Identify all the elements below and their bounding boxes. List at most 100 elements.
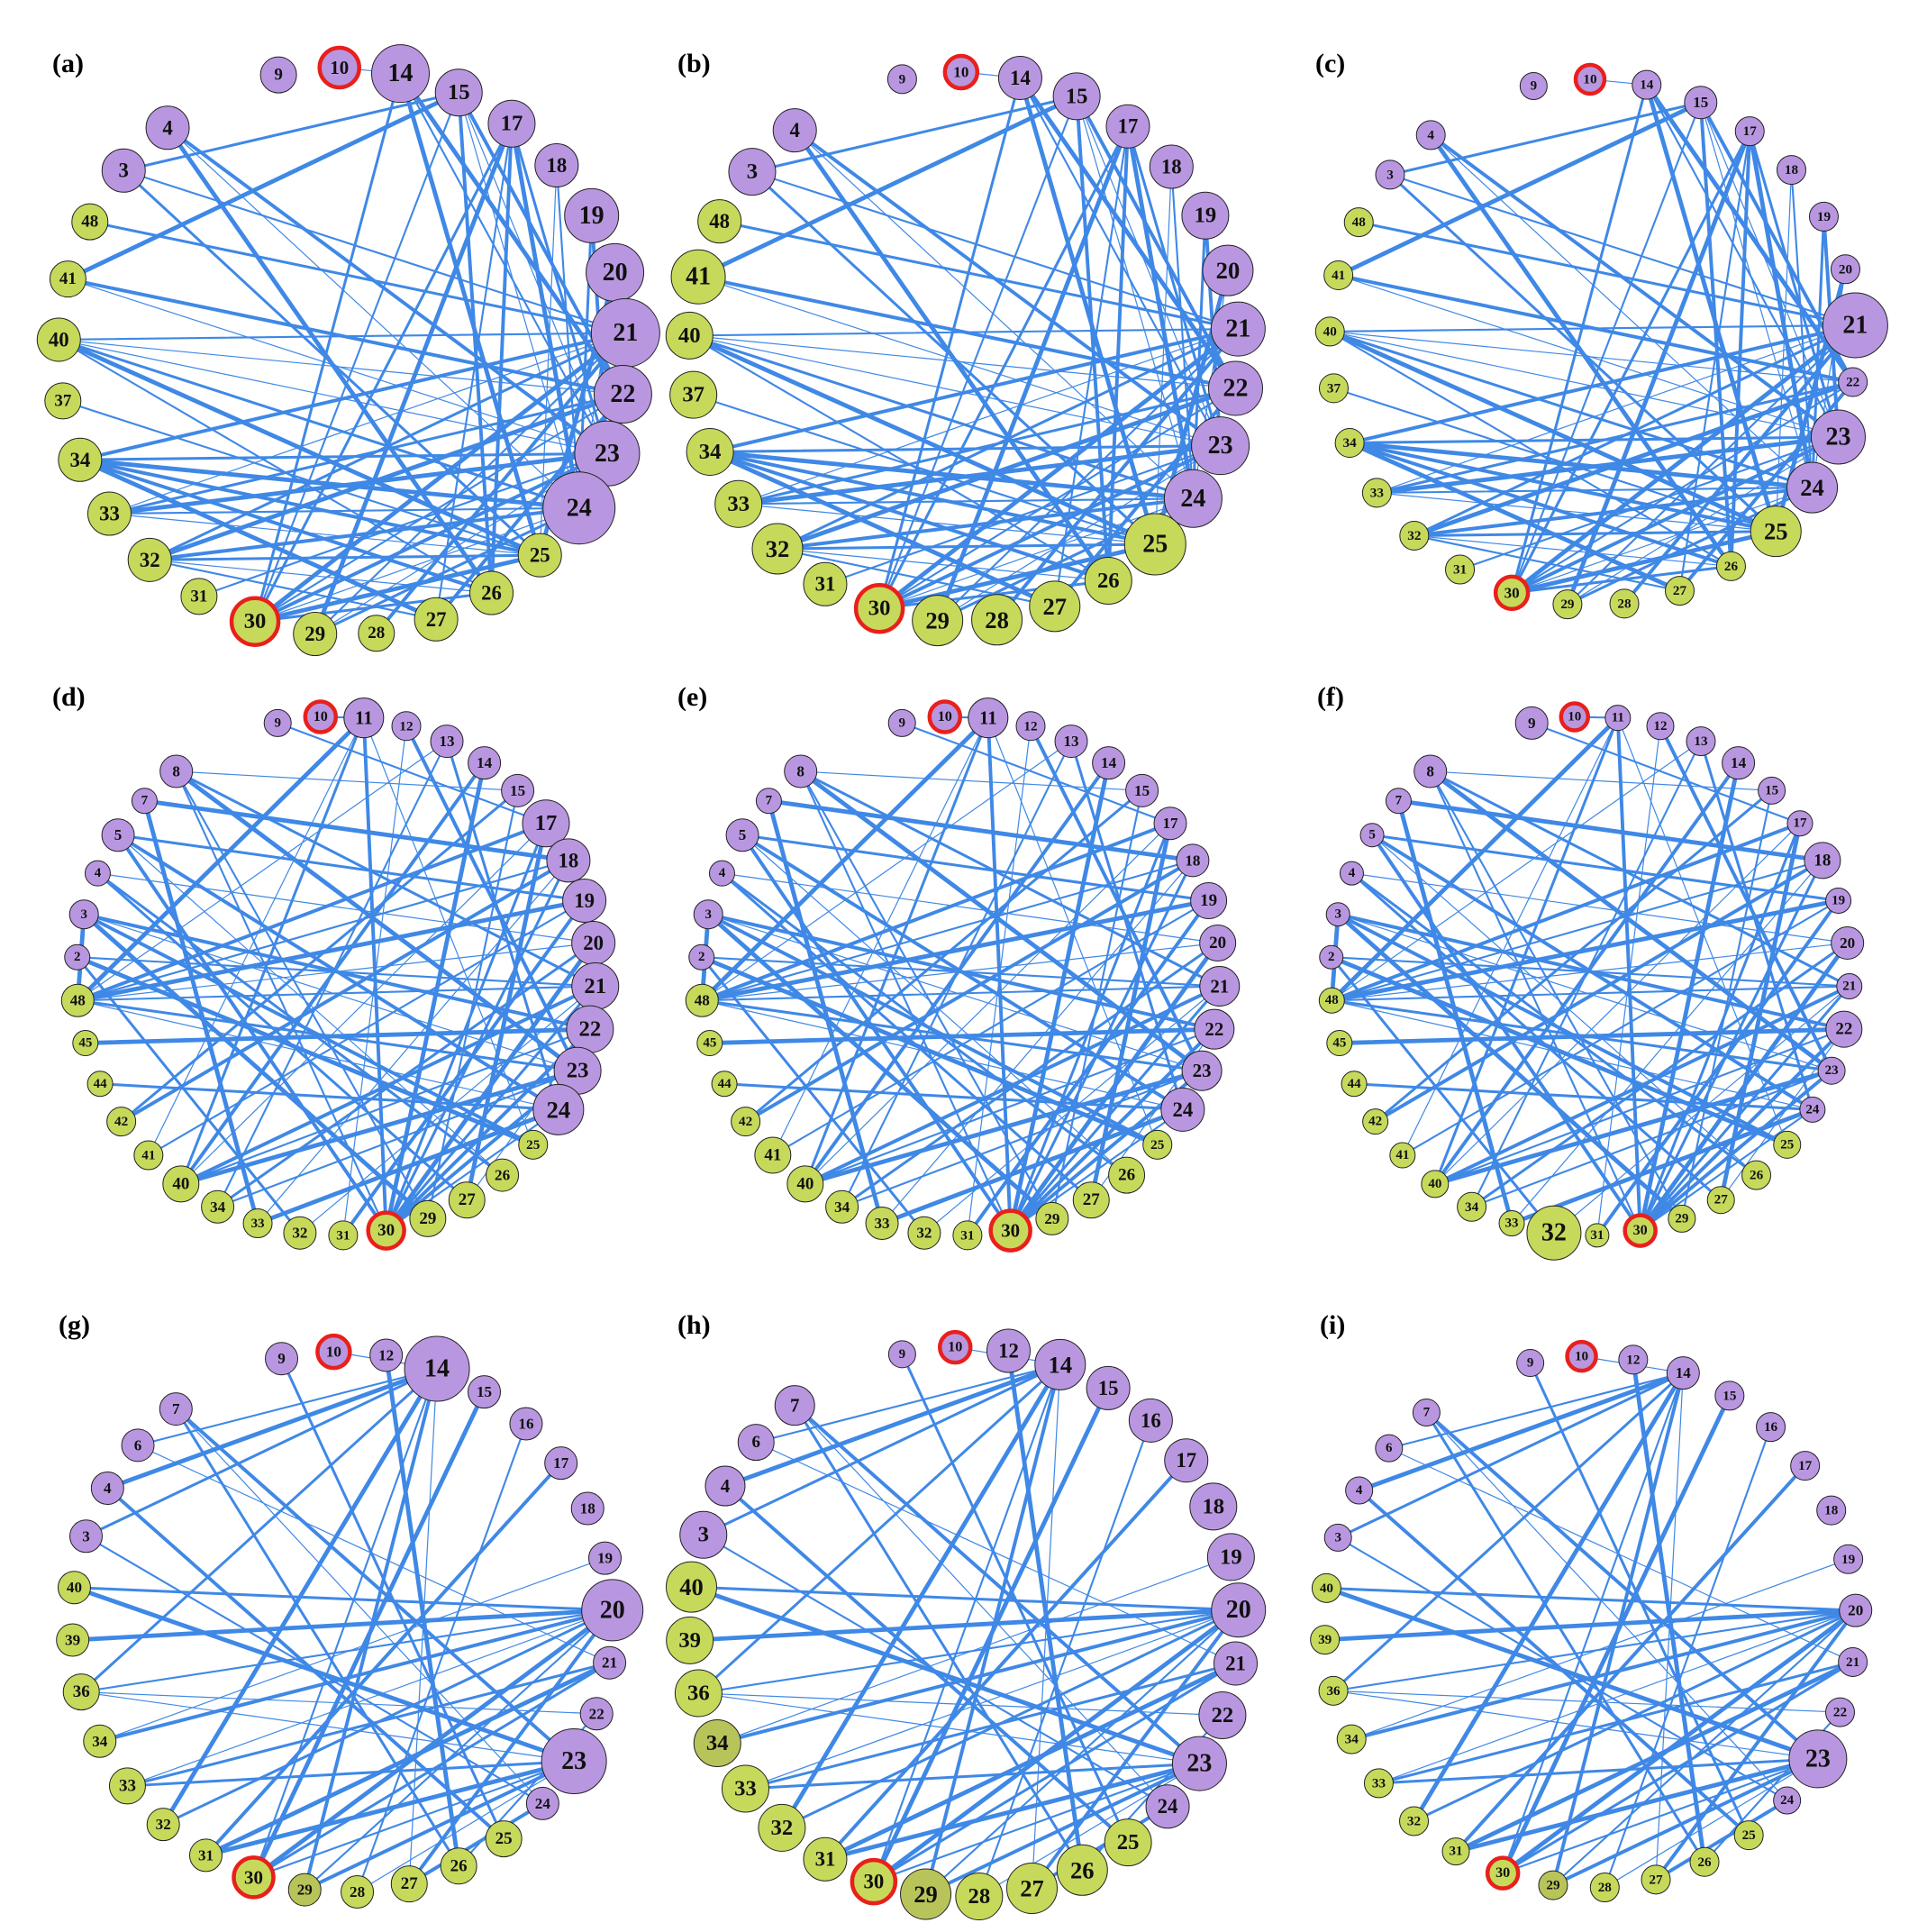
node-circle <box>711 1071 738 1098</box>
node-27: 27 <box>1006 1863 1059 1915</box>
edge <box>1377 1757 1820 1785</box>
node-label: 21 <box>1842 311 1868 339</box>
node-circle <box>774 1385 815 1426</box>
node-label: 18 <box>1161 156 1182 178</box>
edge <box>689 1585 1241 1612</box>
node-40: 40 <box>36 317 81 362</box>
edge-layer <box>1327 78 1858 607</box>
edge <box>741 833 1013 1233</box>
node-circle <box>887 708 916 737</box>
node-45: 45 <box>72 1030 99 1057</box>
edge <box>1336 100 1704 278</box>
edge <box>695 94 1079 279</box>
edge <box>1376 487 1813 494</box>
node-circle <box>283 1216 317 1250</box>
edge <box>707 450 1058 609</box>
edge <box>1454 1463 1807 1854</box>
node-circle <box>1646 712 1675 741</box>
edge <box>1328 330 1814 489</box>
edge <box>255 1107 561 1226</box>
node-17: 17 <box>522 799 570 848</box>
node-26: 26 <box>440 1847 477 1885</box>
node-34: 34 <box>83 1724 117 1758</box>
node-circle <box>1086 1365 1131 1410</box>
node-label: 20 <box>1216 257 1241 284</box>
node-18: 18 <box>570 1491 604 1526</box>
node-circle <box>485 1820 523 1858</box>
edge <box>823 444 1222 586</box>
node-19: 19 <box>1206 1533 1255 1581</box>
node-circle <box>1339 861 1364 886</box>
node-circle <box>1318 1675 1349 1706</box>
edge <box>700 955 926 1235</box>
node-label: 24 <box>1180 485 1205 513</box>
node-label: 28 <box>968 1884 991 1909</box>
edge <box>767 798 1195 863</box>
node-31: 31 <box>180 578 218 615</box>
node-label: 21 <box>613 319 638 347</box>
node-label: 29 <box>914 1881 938 1908</box>
node-31: 31 <box>1585 1223 1610 1248</box>
node-label: 15 <box>1066 84 1088 108</box>
node-circle <box>988 1208 1032 1253</box>
node-label: 37 <box>1327 380 1341 396</box>
node-circle <box>1206 1533 1255 1581</box>
node-circle <box>414 597 459 642</box>
edge <box>408 1368 438 1885</box>
node-label: 26 <box>1118 1166 1135 1185</box>
edge <box>721 872 1219 944</box>
node-circle <box>1108 1156 1146 1194</box>
edge <box>458 92 580 509</box>
node-17: 17 <box>487 99 536 148</box>
node-label: 11 <box>979 707 997 729</box>
edge-layer <box>1329 715 1851 1237</box>
node-circle <box>532 1083 585 1135</box>
node-label: 30 <box>1504 584 1520 601</box>
node-42: 42 <box>731 1107 761 1137</box>
edge <box>708 450 1111 583</box>
edge <box>1631 1357 1707 1864</box>
node-circle <box>328 1220 359 1251</box>
node-11: 11 <box>1604 705 1632 732</box>
edge <box>80 1691 597 1715</box>
node-21: 21 <box>590 297 660 368</box>
node-label: 19 <box>1200 891 1217 910</box>
edge <box>1332 387 1777 533</box>
node-10: 10 <box>937 1329 973 1365</box>
node-30: 30 <box>850 1857 898 1906</box>
node-3: 3 <box>68 899 99 930</box>
node-label: 29 <box>419 1209 436 1228</box>
edge <box>98 1082 560 1111</box>
node-37: 37 <box>44 382 82 420</box>
node-circle <box>68 899 99 930</box>
edge <box>1332 1690 1819 1760</box>
node-label: 6 <box>1386 1441 1393 1455</box>
node-label: 17 <box>535 811 558 835</box>
node-circle <box>469 570 514 615</box>
node-20: 20 <box>1202 244 1254 296</box>
node-label: 30 <box>377 1221 395 1240</box>
edge <box>1747 129 1814 490</box>
node-label: 26 <box>1097 569 1120 593</box>
node-40: 40 <box>786 1165 824 1203</box>
node-21: 21 <box>1822 292 1888 359</box>
node-circle <box>1810 409 1866 465</box>
node-label: 15 <box>1693 94 1708 111</box>
edge <box>1375 380 1855 495</box>
node-7: 7 <box>755 788 782 815</box>
edge <box>78 451 609 461</box>
node-circle <box>1015 711 1046 742</box>
edge <box>142 798 571 863</box>
node-circle <box>1514 706 1549 740</box>
edge <box>1170 166 1195 500</box>
node-circle <box>665 311 714 360</box>
node-label: 9 <box>1527 1356 1534 1371</box>
node-circle <box>1589 1873 1620 1903</box>
node-circle <box>146 1808 180 1842</box>
edge-layer <box>687 1346 1241 1898</box>
edge <box>1412 379 1856 538</box>
edge <box>755 1363 1061 1444</box>
node-32: 32 <box>146 1808 180 1842</box>
